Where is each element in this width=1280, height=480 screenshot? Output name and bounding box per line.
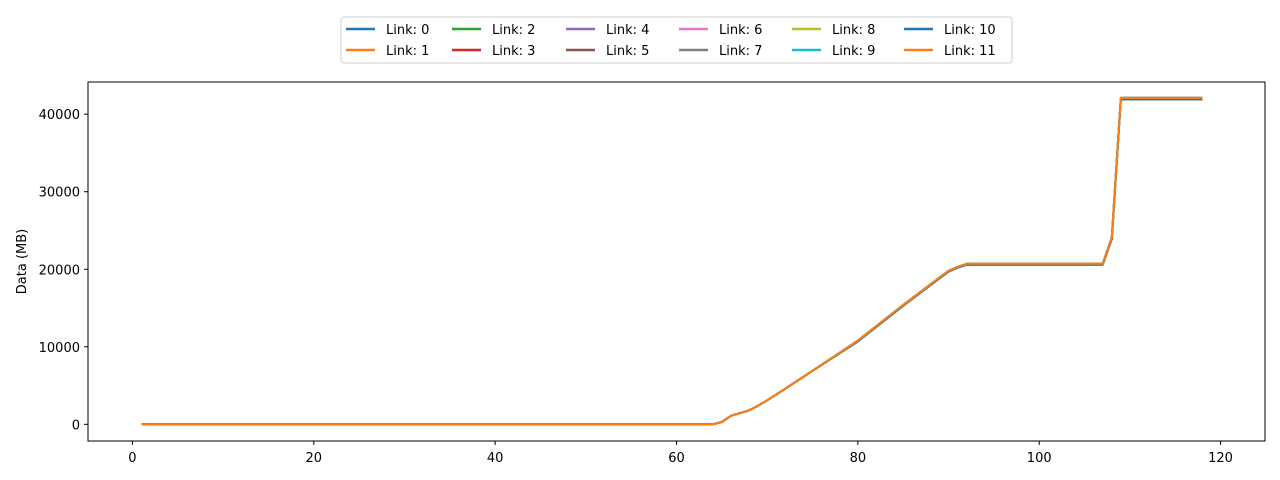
- series-line-link-10: [141, 98, 1203, 426]
- series-line-link-6: [141, 98, 1203, 426]
- x-tick-label: 120: [1208, 451, 1233, 466]
- series-line-link-0: [141, 98, 1203, 426]
- legend-box: [340, 16, 1013, 64]
- legend-item: Link: 0: [346, 23, 429, 38]
- legend-item: Link: 5: [566, 44, 649, 59]
- series-line-link-3: [141, 96, 1203, 426]
- legend: Link: 0 Link: 1 Link: 2 Link: 3 Link: 4 Link:…: [340, 16, 1013, 64]
- series-line-link-11: [141, 96, 1203, 426]
- legend-item: Link: 9: [792, 44, 875, 59]
- legend-item: Link: 2: [452, 23, 535, 38]
- legend-label: Link: 6: [719, 23, 762, 38]
- legend-item: Link: 4: [566, 23, 649, 38]
- x-tick-label: 60: [668, 451, 685, 466]
- x-axis: 0 20 40 60 80 100 120: [128, 441, 1233, 466]
- plot-frame: [87, 81, 1266, 442]
- legend-item: Link: 10: [904, 23, 996, 38]
- x-tick-label: 80: [850, 451, 867, 466]
- legend-label: Link: 11: [944, 44, 996, 59]
- series-line-link-5: [141, 96, 1203, 426]
- series-line-link-7: [141, 96, 1203, 426]
- legend-item: Link: 7: [679, 44, 762, 59]
- series-line-link-2: [141, 98, 1203, 426]
- x-tick-label: 20: [306, 451, 323, 466]
- x-tick-label: 40: [487, 451, 504, 466]
- legend-label: Link: 5: [606, 44, 649, 59]
- y-axis-label: Data (MB): [15, 229, 30, 294]
- legend-label: Link: 3: [492, 44, 535, 59]
- legend-label: Link: 0: [386, 23, 429, 38]
- legend-label: Link: 1: [386, 44, 429, 59]
- y-tick-label: 20000: [39, 263, 80, 278]
- y-tick-label: 0: [72, 418, 80, 433]
- legend-item: Link: 6: [679, 23, 762, 38]
- legend-label: Link: 2: [492, 23, 535, 38]
- legend-item: Link: 3: [452, 44, 535, 59]
- y-axis: 0 10000 20000 30000 40000: [39, 108, 88, 433]
- legend-label: Link: 9: [832, 44, 875, 59]
- series-line-link-9: [141, 96, 1203, 426]
- y-tick-label: 30000: [39, 186, 80, 201]
- legend-item: Link: 8: [792, 23, 875, 38]
- legend-label: Link: 4: [606, 23, 649, 38]
- legend-label: Link: 7: [719, 44, 762, 59]
- series-layer: [141, 96, 1203, 426]
- y-tick-label: 10000: [39, 341, 80, 356]
- x-tick-label: 100: [1027, 451, 1052, 466]
- legend-label: Link: 10: [944, 23, 996, 38]
- series-line-link-4: [141, 98, 1203, 426]
- legend-label: Link: 8: [832, 23, 875, 38]
- x-tick-label: 0: [128, 451, 136, 466]
- series-line-link-1: [141, 96, 1203, 426]
- y-tick-label: 40000: [39, 108, 80, 123]
- series-line-link-8: [141, 98, 1203, 426]
- legend-item: Link: 11: [904, 44, 996, 59]
- legend-item: Link: 1: [346, 44, 429, 59]
